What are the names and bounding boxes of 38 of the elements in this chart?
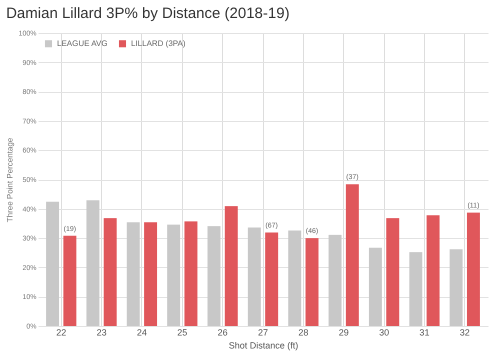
x-tick-label: 23 (96, 328, 107, 338)
x-tick-label: 30 (379, 328, 390, 338)
x-tick-label: 31 (419, 328, 430, 338)
x-tick-label: 25 (177, 328, 188, 338)
x-tick-label: 22 (56, 328, 66, 338)
bar (265, 232, 278, 326)
bar (409, 252, 422, 326)
bar (208, 226, 220, 326)
bar (368, 248, 382, 326)
bar (86, 200, 100, 326)
bar (248, 228, 261, 326)
x-tick-label: 26 (218, 328, 228, 338)
x-tick-label: 28 (298, 328, 308, 338)
bar (306, 238, 318, 326)
bar (126, 222, 140, 326)
bar (386, 218, 400, 326)
bar (466, 212, 480, 326)
legend-label: LILLARD (3PA) (131, 38, 186, 48)
x-tick-label: 29 (338, 328, 349, 338)
x-tick-label: 32 (460, 328, 470, 338)
bar (328, 234, 342, 326)
chart-title: Damian Lillard 3P% by Distance (2018-19) (6, 5, 290, 22)
bar (426, 215, 440, 326)
bar (184, 221, 198, 326)
bar (144, 222, 158, 326)
bar (46, 202, 60, 326)
bar (63, 236, 76, 326)
x-tick-label: 24 (136, 328, 147, 338)
bar (450, 249, 463, 326)
bar (224, 206, 238, 326)
bar (288, 230, 302, 326)
y-axis-title: Three Point Percentage (6, 137, 15, 222)
bar (104, 218, 117, 326)
x-tick-label: 27 (258, 328, 268, 338)
bar (167, 224, 180, 326)
legend-label: LEAGUE AVG (57, 38, 108, 48)
bar (346, 184, 359, 326)
x-axis-title: Shot Distance (ft) (228, 340, 298, 350)
